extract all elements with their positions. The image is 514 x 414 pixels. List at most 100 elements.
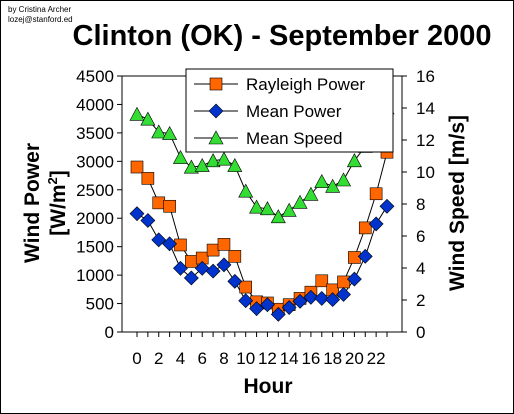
y-right-tick-label: 14 — [416, 99, 435, 118]
mean-power-point — [292, 293, 308, 309]
mean-speed-point — [259, 201, 275, 216]
mean-power-point — [336, 287, 351, 302]
mean-power-point — [357, 248, 373, 264]
y-left-tick-label: 2500 — [76, 181, 114, 200]
x-tick-label: 20 — [345, 349, 364, 368]
mean-power-point — [368, 216, 384, 232]
rayleigh-power-point — [369, 187, 383, 201]
mean-power-point — [205, 263, 221, 279]
rayleigh-power-point — [348, 251, 361, 264]
mean-speed-point — [205, 153, 221, 168]
rayleigh-power-point — [141, 172, 155, 185]
mean-speed-point — [303, 186, 319, 201]
x-tick-label: 0 — [132, 349, 141, 368]
mean-power-point — [173, 260, 188, 276]
y-right-tick-label: 6 — [416, 227, 425, 246]
mean-speed-point — [281, 202, 297, 217]
y-left-tick-label: 4500 — [76, 67, 114, 86]
x-tick-label: 12 — [258, 349, 277, 368]
mean-power-point — [162, 236, 178, 252]
y-axis-right-title: Wind Speed [m/s] — [446, 115, 469, 291]
credit-line-2: lozej@stanford.ed — [8, 15, 73, 24]
mean-power-point — [379, 198, 395, 214]
rayleigh-power-point — [239, 280, 252, 294]
mean-speed-point — [238, 183, 254, 198]
mean-power-point — [325, 292, 341, 307]
mean-power-point — [281, 300, 297, 315]
mean-speed-point — [227, 157, 243, 172]
rayleigh-power-point — [206, 243, 220, 257]
mean-speed-point — [292, 194, 308, 209]
y-left-tick-label: 0 — [105, 323, 114, 342]
series-markers — [129, 100, 395, 322]
author-credit: by Cristina Archer lozej@stanford.ed — [8, 5, 73, 25]
x-tick-label: 6 — [197, 349, 206, 368]
y-left-tick-label: 500 — [86, 295, 114, 314]
x-tick-label: 10 — [236, 349, 255, 368]
legend-mean-power-marker — [208, 103, 224, 119]
y-axis-right-title-group: Wind Speed [m/s] — [446, 115, 469, 291]
mean-speed-point — [325, 178, 341, 193]
x-tick-label: 4 — [176, 349, 185, 368]
chart-title: Clinton (OK) - September 2000 — [73, 20, 492, 52]
mean-power-point — [140, 213, 156, 228]
legend-mean-speed-label: Mean Speed — [246, 129, 342, 148]
y-left-tick-label: 3000 — [76, 152, 114, 171]
mean-power-point — [129, 206, 145, 222]
y-left-tick-label: 3500 — [76, 124, 114, 143]
y-left-tick-label: 1500 — [76, 238, 114, 257]
y-right-tick-label: 10 — [416, 163, 435, 182]
legend-rayleigh-power-label: Rayleigh Power — [246, 75, 365, 94]
mean-power-point — [183, 270, 199, 286]
mean-power-point — [303, 289, 319, 305]
rayleigh-power-point — [315, 274, 329, 288]
y-left-tick-label: 1000 — [76, 266, 114, 285]
mean-power-point — [216, 257, 232, 273]
mean-speed-point — [314, 173, 330, 188]
mean-power-point — [249, 301, 264, 317]
mean-speed-point — [129, 106, 145, 121]
mean-power-point — [270, 306, 286, 322]
mean-speed-point — [336, 172, 352, 187]
rayleigh-power-point — [152, 196, 166, 210]
axis-ticks: 0500100015002000250030003500400045000246… — [76, 67, 435, 368]
y-left-tick-label: 2000 — [76, 209, 114, 228]
x-tick-label: 14 — [280, 349, 299, 368]
rayleigh-power-point — [228, 250, 242, 263]
mean-speed-point — [270, 209, 286, 224]
mean-speed-point — [183, 159, 199, 174]
mean-power-point — [260, 297, 275, 313]
x-tick-label: 8 — [219, 349, 228, 368]
y-right-tick-label: 16 — [416, 67, 435, 86]
mean-power-point — [238, 293, 254, 309]
x-axis-title: Hour — [244, 375, 293, 398]
x-tick-label: 18 — [323, 349, 342, 368]
mean-power-point — [227, 273, 243, 289]
rayleigh-power-point — [358, 221, 372, 235]
mean-speed-point — [194, 157, 210, 172]
y-right-tick-label: 0 — [416, 323, 425, 342]
y-left-tick-label: 4000 — [76, 95, 114, 114]
y-axis-left-title: Wind Power — [21, 143, 44, 263]
mean-speed-point — [172, 149, 188, 164]
y-right-tick-label: 2 — [416, 291, 425, 310]
mean-power-point — [314, 291, 330, 306]
mean-speed-point — [151, 124, 167, 139]
mean-speed-point — [346, 153, 362, 168]
legend-mean-power-label: Mean Power — [246, 102, 342, 121]
credit-line-1: by Cristina Archer — [8, 5, 72, 14]
rayleigh-power-point — [217, 238, 231, 251]
y-axis-left-unit: [W/m2] — [45, 170, 70, 236]
legend: Rayleigh Power Mean Power Mean Speed — [185, 68, 394, 153]
y-axis-left-unit-group: [W/m2] — [45, 170, 70, 236]
mean-speed-point — [216, 151, 232, 166]
y-right-tick-label: 8 — [416, 195, 425, 214]
y-axis-left-title-group: Wind Power — [21, 143, 44, 263]
mean-speed-point — [249, 199, 265, 214]
mean-power-point — [151, 232, 167, 248]
x-tick-label: 16 — [301, 349, 320, 368]
legend-mean-speed-marker — [208, 130, 224, 145]
rayleigh-power-point — [163, 199, 176, 213]
mean-power-point — [346, 271, 362, 287]
